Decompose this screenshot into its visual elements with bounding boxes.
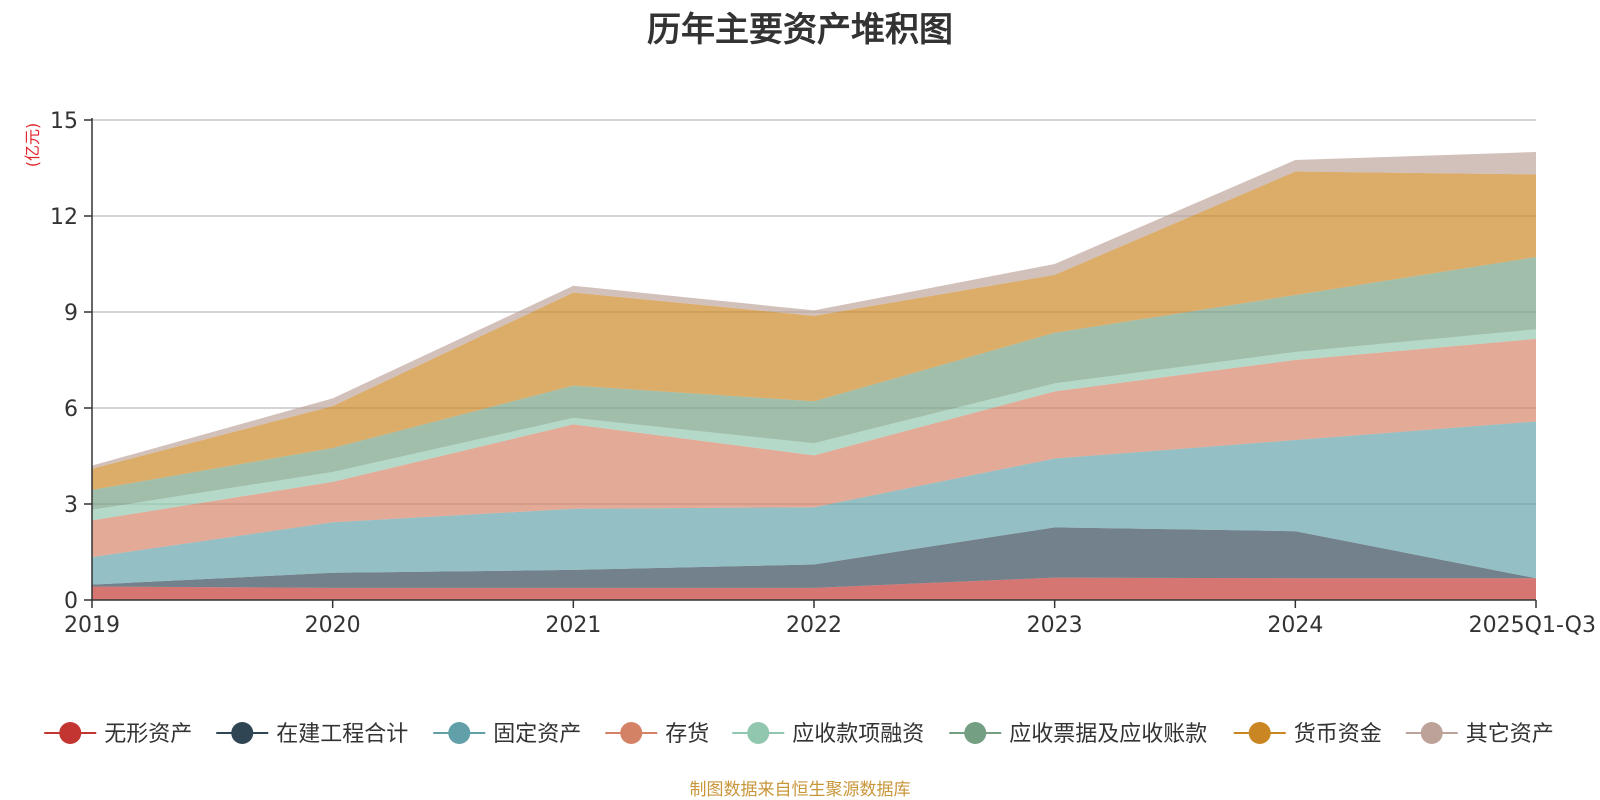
legend-item-0[interactable]: 无形资产: [44, 722, 192, 747]
legend-dot-icon: [448, 722, 471, 744]
legend-label: 应收款项融资: [792, 722, 924, 747]
legend-label: 固定资产: [493, 722, 581, 747]
legend-dot-icon: [59, 722, 82, 744]
legend-item-3[interactable]: 存货: [605, 722, 709, 747]
legend-dot-icon: [747, 722, 770, 744]
data-source-note: 制图数据来自恒生聚源数据库: [690, 780, 911, 800]
y-tick-label: 6: [64, 397, 78, 422]
legend-item-6[interactable]: 货币资金: [1233, 722, 1382, 747]
legend: 无形资产 在建工程合计 固定资产 存货 应收款项融资 应收票据及应收账款 货币资金 其它资产: [44, 722, 1554, 747]
area-series-5: [92, 256, 1536, 510]
area-layer: [92, 152, 1536, 600]
area-series-3: [92, 338, 1536, 558]
axis-layer: 0 3 6 9 12 15 2019 2020 2021 2022 2023 2024 2025Q1-Q…: [50, 109, 1596, 638]
legend-label: 应收票据及应收账款: [1009, 722, 1207, 747]
legend-dot-icon: [1420, 722, 1443, 744]
legend-dot-icon: [231, 722, 254, 744]
area-series-0: [92, 577, 1536, 600]
x-tick-label: 2025Q1-Q3: [1469, 613, 1596, 638]
y-tick-label: 12: [50, 205, 78, 230]
y-tick-label: 15: [50, 109, 78, 134]
x-tick-label: 2023: [1027, 613, 1083, 638]
chart-title: 历年主要资产堆积图: [647, 10, 953, 50]
legend-label: 在建工程合计: [276, 722, 408, 747]
legend-item-1[interactable]: 在建工程合计: [216, 722, 408, 747]
y-tick-label: 3: [64, 493, 78, 518]
x-tick-label: 2021: [545, 613, 601, 638]
area-series-4: [92, 329, 1536, 521]
legend-item-5[interactable]: 应收票据及应收账款: [949, 722, 1207, 747]
legend-dot-icon: [964, 722, 987, 744]
legend-dot-icon: [620, 722, 643, 744]
area-series-2: [92, 421, 1536, 585]
x-tick-label: 2024: [1267, 613, 1323, 638]
area-series-6: [92, 171, 1536, 490]
legend-item-7[interactable]: 其它资产: [1405, 722, 1554, 747]
area-series-1: [92, 527, 1536, 588]
legend-dot-icon: [1248, 722, 1271, 744]
legend-label: 存货: [665, 722, 709, 747]
legend-label: 货币资金: [1294, 722, 1382, 747]
legend-item-4[interactable]: 应收款项融资: [732, 722, 924, 747]
legend-label: 无形资产: [104, 722, 192, 747]
y-tick-label: 0: [64, 589, 78, 614]
area-series-7: [92, 152, 1536, 469]
x-tick-label: 2019: [64, 613, 120, 638]
y-axis-unit-label: (亿元): [23, 123, 42, 168]
x-tick-label: 2022: [786, 613, 842, 638]
x-tick-label: 2020: [305, 613, 361, 638]
legend-label: 其它资产: [1466, 722, 1554, 747]
y-tick-label: 9: [64, 301, 78, 326]
legend-item-2[interactable]: 固定资产: [433, 722, 581, 747]
